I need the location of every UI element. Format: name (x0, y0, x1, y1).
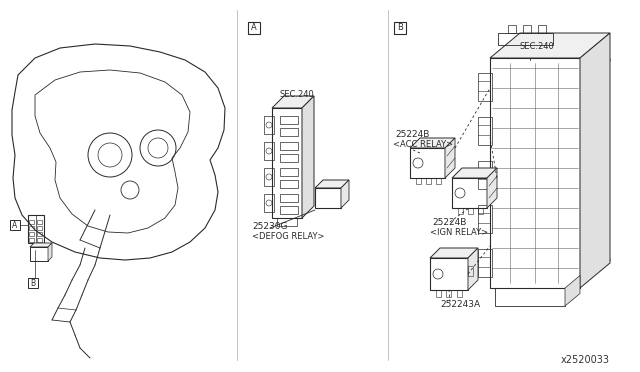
Bar (478, 208, 483, 214)
Bar (272, 108, 302, 218)
Bar (468, 208, 473, 214)
Polygon shape (315, 180, 349, 188)
Bar (478, 117, 492, 145)
Text: SEC.240: SEC.240 (520, 42, 555, 51)
Text: B: B (397, 23, 403, 32)
Bar (30, 247, 48, 261)
Bar (426, 178, 431, 184)
Bar (490, 58, 580, 288)
Bar (458, 208, 463, 214)
Bar (478, 73, 492, 101)
Bar (446, 290, 451, 297)
Bar (280, 206, 298, 214)
Text: B: B (31, 279, 36, 288)
Bar (28, 215, 44, 243)
Polygon shape (468, 248, 478, 290)
Polygon shape (445, 138, 455, 178)
Bar (29, 226, 34, 230)
Text: 25224B: 25224B (432, 218, 467, 227)
Bar (29, 220, 34, 224)
Bar (29, 232, 34, 236)
Bar (410, 148, 445, 178)
Text: SEC.240: SEC.240 (279, 90, 314, 99)
Bar (538, 25, 546, 33)
Bar (280, 180, 298, 188)
Polygon shape (48, 243, 52, 261)
Polygon shape (565, 276, 580, 306)
Bar (280, 142, 298, 150)
Text: A: A (251, 23, 257, 32)
Bar (394, 22, 406, 34)
Bar (478, 205, 492, 233)
Bar (315, 188, 341, 208)
Text: 25224B: 25224B (395, 130, 429, 139)
Bar (523, 25, 531, 33)
Polygon shape (487, 168, 497, 208)
Bar (508, 25, 516, 33)
Text: A: A (12, 221, 18, 230)
Bar (264, 142, 274, 160)
Polygon shape (580, 33, 610, 288)
Bar (498, 33, 553, 45)
Bar (37, 226, 42, 230)
Text: <ACC RELAY>: <ACC RELAY> (393, 140, 453, 149)
Bar (430, 258, 468, 290)
Bar (264, 116, 274, 134)
Bar (436, 178, 441, 184)
Bar (264, 194, 274, 212)
Text: x2520033: x2520033 (561, 355, 610, 365)
Polygon shape (430, 248, 478, 258)
Bar (248, 22, 260, 34)
Bar (478, 249, 492, 277)
Bar (280, 194, 298, 202)
Bar (495, 288, 565, 306)
Bar (264, 168, 274, 186)
Bar (280, 116, 298, 124)
Bar (452, 178, 487, 208)
Bar (37, 238, 42, 242)
Bar (468, 266, 473, 276)
Text: <DEFOG RELAY>: <DEFOG RELAY> (252, 232, 324, 241)
Bar (10, 220, 20, 230)
Bar (478, 161, 492, 189)
Bar (280, 128, 298, 136)
Text: 252243A: 252243A (440, 300, 480, 309)
Polygon shape (272, 96, 314, 108)
Polygon shape (452, 168, 497, 178)
Polygon shape (341, 180, 349, 208)
Text: <IGN RELAY>: <IGN RELAY> (430, 228, 488, 237)
Bar (29, 238, 34, 242)
Bar (436, 290, 441, 297)
Polygon shape (302, 96, 314, 218)
Bar (37, 220, 42, 224)
Bar (457, 290, 462, 297)
Polygon shape (410, 138, 455, 148)
Bar (37, 232, 42, 236)
Text: 25230G: 25230G (252, 222, 287, 231)
Bar (416, 178, 421, 184)
Bar (277, 218, 297, 226)
Bar (280, 168, 298, 176)
Polygon shape (30, 243, 52, 247)
Polygon shape (490, 33, 610, 58)
Bar (280, 154, 298, 162)
Bar (28, 278, 38, 288)
